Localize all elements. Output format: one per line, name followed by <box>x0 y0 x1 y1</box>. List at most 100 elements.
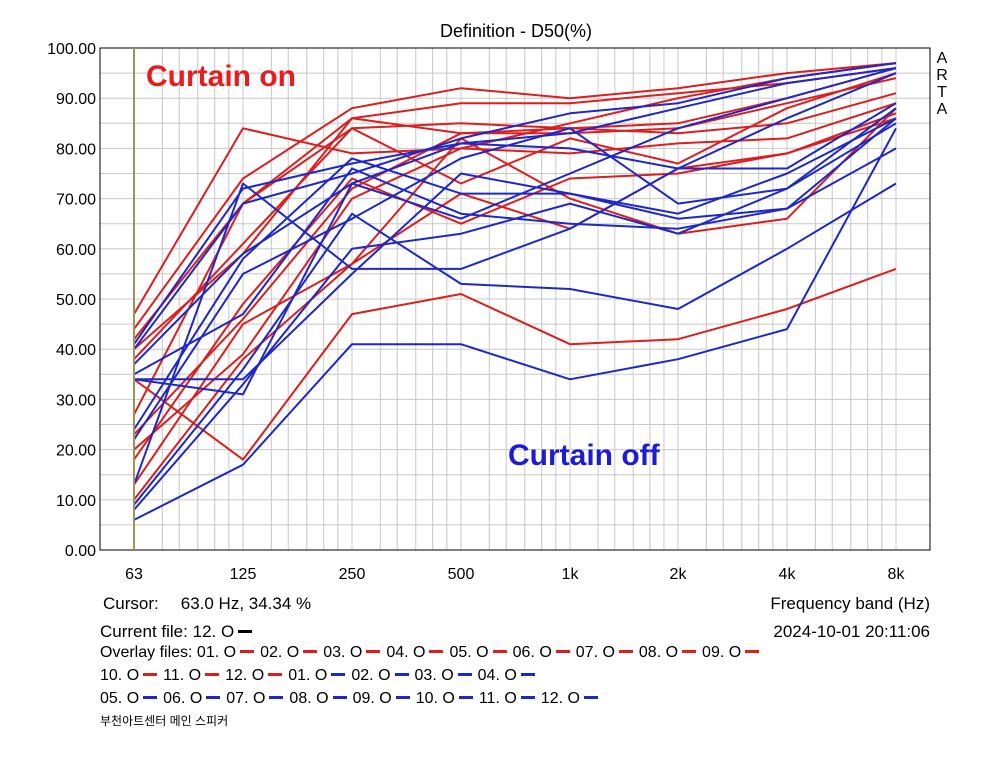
overlay-file-name: 07. O <box>226 690 266 707</box>
overlay-color-dash <box>520 696 535 700</box>
overlay-file-item[interactable]: 07. O <box>576 644 639 661</box>
x-tick-label: 1k <box>562 566 580 583</box>
overlay-file-item[interactable]: 10. O <box>100 667 163 684</box>
overlay-color-dash <box>583 696 598 700</box>
overlay-files-row-2: 10. O 11. O 12. O 01. O 02. O 03. O 04. O <box>100 667 541 685</box>
overlay-color-dash <box>395 696 410 700</box>
overlay-file-item[interactable]: 01. O <box>197 644 260 661</box>
overlay-file-item[interactable]: 04. O <box>478 667 541 684</box>
overlay-file-item[interactable]: 05. O <box>100 690 163 707</box>
overlay-file-name: 04. O <box>477 667 517 684</box>
x-tick-label: 4k <box>779 566 797 583</box>
overlay-file-item[interactable]: 10. O <box>416 690 479 707</box>
cursor-value: 63.0 Hz, 34.34 % <box>180 594 312 613</box>
overlay-color-dash <box>303 650 318 654</box>
overlay-color-dash <box>205 673 220 677</box>
series-line-red-03O <box>133 67 897 340</box>
overlay-file-name: 09. O <box>702 644 742 661</box>
overlay-file-name: 11. O <box>163 667 202 684</box>
overlay-file-name: 11. O <box>478 690 517 707</box>
plot-frame <box>99 47 931 551</box>
overlay-color-dash <box>206 696 221 700</box>
overlay-file-name: 12. O <box>225 667 265 684</box>
datetime: 2024-10-01 20:11:06 <box>773 622 930 641</box>
current-file: Current file: 12. O <box>100 622 258 642</box>
series-line-red-08O <box>133 102 897 451</box>
y-tick-label: 70.00 <box>56 192 96 209</box>
overlay-file-name: 09. O <box>352 690 392 707</box>
overlay-color-dash <box>618 650 633 654</box>
series-line-red-10O <box>133 107 897 486</box>
current-file-label: Current file: <box>100 622 188 641</box>
overlay-file-item[interactable]: 11. O <box>163 667 225 684</box>
cursor-label: Cursor: <box>103 594 159 613</box>
overlay-color-dash <box>394 673 409 677</box>
y-tick-label: 50.00 <box>56 292 96 309</box>
curtain-off-annotation: Curtain off <box>508 439 661 472</box>
overlay-file-item[interactable]: 12. O <box>541 690 604 707</box>
overlay-file-item[interactable]: 12. O <box>225 667 288 684</box>
series-line-red-05O <box>133 72 897 360</box>
overlay-label: Overlay files: <box>100 644 193 661</box>
overlay-file-name: 04. O <box>386 644 426 661</box>
overlay-color-dash <box>143 696 158 700</box>
overlay-file-name: 07. O <box>575 644 615 661</box>
y-tick-label: 90.00 <box>56 91 96 108</box>
x-tick-label: 125 <box>230 566 257 583</box>
overlay-file-item[interactable]: 06. O <box>163 690 226 707</box>
cursor-readout: Cursor: 63.0 Hz, 34.34 % <box>103 594 311 614</box>
series-line-blue-09O <box>133 182 897 506</box>
overlay-file-item[interactable]: 08. O <box>289 690 352 707</box>
current-file-name: 12. O <box>192 622 235 641</box>
overlay-file-item[interactable]: 02. O <box>351 667 414 684</box>
overlay-file-item[interactable]: 02. O <box>260 644 323 661</box>
overlay-file-name: 06. O <box>163 690 203 707</box>
curtain-on-annotation: Curtain on <box>146 60 296 93</box>
series-line-red-12O <box>133 267 897 461</box>
y-tick-label: 40.00 <box>56 342 96 359</box>
overlay-file-name: 10. O <box>100 667 140 684</box>
series-line-blue-07O <box>133 107 897 441</box>
overlay-file-item[interactable]: 09. O <box>702 644 765 661</box>
y-tick-label: 60.00 <box>56 242 96 259</box>
overlay-file-item[interactable]: 07. O <box>226 690 289 707</box>
overlay-file-name: 05. O <box>100 690 140 707</box>
overlay-color-dash <box>366 650 381 654</box>
overlay-file-name: 12. O <box>540 690 580 707</box>
chart-title: Definition - D50(%) <box>440 21 592 41</box>
overlay-file-name: 05. O <box>449 644 489 661</box>
series-line-blue-04O <box>133 147 897 376</box>
overlay-file-name: 02. O <box>351 667 391 684</box>
overlay-file-name: 08. O <box>289 690 329 707</box>
overlay-file-item[interactable]: 03. O <box>323 644 386 661</box>
overlay-file-item[interactable]: 06. O <box>513 644 576 661</box>
series-line-blue-11O <box>133 127 897 521</box>
overlay-color-dash <box>458 696 473 700</box>
overlay-file-item[interactable]: 03. O <box>415 667 478 684</box>
y-tick-label: 100.00 <box>47 41 96 58</box>
y-tick-label: 20.00 <box>56 443 96 460</box>
overlay-files-row-1: Overlay files: 01. O 02. O 03. O 04. O 05. O… <box>100 644 765 662</box>
overlay-color-dash <box>682 650 697 654</box>
overlay-file-name: 01. O <box>288 667 328 684</box>
x-tick-label: 63 <box>125 566 143 583</box>
overlay-file-name: 02. O <box>260 644 300 661</box>
overlay-file-item[interactable]: 11. O <box>479 690 541 707</box>
footer-title: 부천아트센터 메인 스피커 <box>100 714 229 728</box>
x-tick-label: 500 <box>448 566 475 583</box>
overlay-color-dash <box>269 696 284 700</box>
overlay-color-dash <box>520 673 535 677</box>
overlay-file-item[interactable]: 05. O <box>449 644 512 661</box>
overlay-file-item[interactable]: 01. O <box>288 667 351 684</box>
overlay-color-dash <box>268 673 283 677</box>
overlay-color-dash <box>240 650 255 654</box>
overlay-file-item[interactable]: 09. O <box>353 690 416 707</box>
overlay-color-dash <box>332 696 347 700</box>
overlay-file-item[interactable]: 08. O <box>639 644 702 661</box>
overlay-color-dash <box>429 650 444 654</box>
overlay-file-item[interactable]: 04. O <box>386 644 449 661</box>
overlay-color-dash <box>331 673 346 677</box>
y-tick-label: 30.00 <box>56 392 96 409</box>
